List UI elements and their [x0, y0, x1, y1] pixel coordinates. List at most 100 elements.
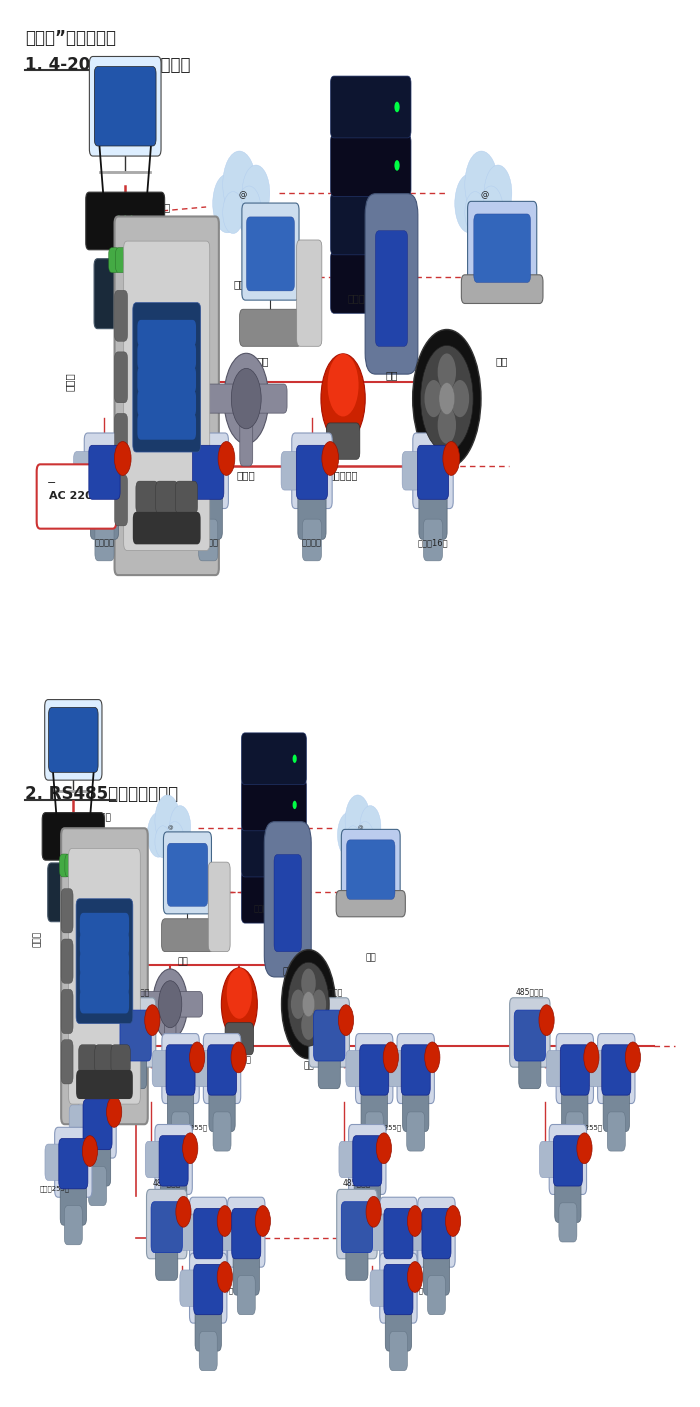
- FancyBboxPatch shape: [160, 1175, 187, 1223]
- FancyBboxPatch shape: [89, 445, 120, 499]
- Circle shape: [221, 968, 258, 1041]
- FancyBboxPatch shape: [131, 248, 142, 273]
- Text: ≈: ≈: [387, 274, 396, 284]
- FancyBboxPatch shape: [116, 248, 127, 273]
- FancyBboxPatch shape: [180, 1214, 197, 1251]
- FancyBboxPatch shape: [133, 512, 201, 545]
- FancyBboxPatch shape: [225, 1023, 253, 1055]
- FancyBboxPatch shape: [86, 193, 164, 250]
- FancyBboxPatch shape: [242, 203, 299, 300]
- Text: 转换器: 转换器: [143, 288, 161, 298]
- FancyBboxPatch shape: [337, 1189, 377, 1259]
- Text: 可连接255台: 可连接255台: [572, 1124, 602, 1131]
- FancyBboxPatch shape: [588, 1051, 605, 1086]
- Text: 安帕尔网络服务器: 安帕尔网络服务器: [254, 905, 294, 913]
- Circle shape: [377, 1133, 391, 1164]
- FancyBboxPatch shape: [342, 829, 400, 906]
- FancyBboxPatch shape: [146, 1189, 187, 1259]
- FancyBboxPatch shape: [115, 290, 127, 342]
- FancyBboxPatch shape: [314, 1010, 345, 1061]
- FancyBboxPatch shape: [318, 1047, 340, 1089]
- Circle shape: [288, 962, 329, 1047]
- FancyBboxPatch shape: [199, 1276, 217, 1314]
- FancyBboxPatch shape: [379, 1254, 417, 1323]
- Text: 声光报警器: 声光报警器: [328, 470, 358, 481]
- FancyBboxPatch shape: [61, 829, 148, 1124]
- Circle shape: [66, 832, 71, 840]
- FancyBboxPatch shape: [188, 433, 228, 508]
- Circle shape: [114, 442, 131, 476]
- FancyBboxPatch shape: [339, 1141, 356, 1178]
- FancyBboxPatch shape: [547, 1051, 563, 1086]
- Text: 互联网: 互联网: [233, 279, 252, 288]
- FancyBboxPatch shape: [213, 1112, 231, 1151]
- FancyBboxPatch shape: [45, 699, 102, 779]
- Text: @: @: [167, 826, 173, 830]
- FancyBboxPatch shape: [176, 481, 197, 514]
- FancyBboxPatch shape: [387, 1051, 404, 1086]
- FancyBboxPatch shape: [281, 452, 299, 490]
- Circle shape: [321, 353, 365, 443]
- Text: 电脑: 电脑: [177, 958, 188, 967]
- FancyBboxPatch shape: [61, 1040, 73, 1083]
- FancyBboxPatch shape: [162, 919, 214, 951]
- FancyBboxPatch shape: [241, 871, 307, 923]
- FancyBboxPatch shape: [330, 76, 411, 138]
- Circle shape: [539, 1005, 554, 1036]
- Circle shape: [394, 160, 400, 170]
- FancyBboxPatch shape: [401, 1045, 430, 1095]
- FancyBboxPatch shape: [417, 445, 449, 499]
- Text: 信号输出: 信号输出: [77, 1061, 95, 1071]
- Circle shape: [338, 1005, 354, 1036]
- Circle shape: [231, 369, 261, 429]
- FancyBboxPatch shape: [292, 433, 332, 508]
- FancyBboxPatch shape: [330, 193, 411, 255]
- FancyBboxPatch shape: [76, 899, 133, 1023]
- Text: +: +: [88, 477, 97, 487]
- Text: 信号输出: 信号输出: [198, 537, 218, 547]
- Circle shape: [129, 215, 134, 227]
- Text: 可连接255台: 可连接255台: [204, 1287, 234, 1294]
- Text: 可连接255台: 可连接255台: [178, 1124, 208, 1131]
- FancyBboxPatch shape: [407, 1112, 425, 1151]
- FancyBboxPatch shape: [384, 1209, 413, 1259]
- FancyBboxPatch shape: [241, 733, 307, 785]
- FancyBboxPatch shape: [48, 862, 99, 922]
- FancyBboxPatch shape: [207, 1045, 237, 1095]
- FancyBboxPatch shape: [83, 1099, 112, 1150]
- FancyBboxPatch shape: [77, 854, 88, 877]
- FancyBboxPatch shape: [199, 519, 218, 561]
- Circle shape: [328, 353, 358, 416]
- FancyBboxPatch shape: [358, 1203, 377, 1242]
- Circle shape: [439, 383, 455, 415]
- FancyBboxPatch shape: [80, 989, 129, 1013]
- Circle shape: [421, 346, 473, 452]
- FancyBboxPatch shape: [240, 391, 253, 466]
- Text: 信号输出: 信号输出: [302, 537, 322, 547]
- FancyBboxPatch shape: [61, 989, 73, 1034]
- FancyBboxPatch shape: [190, 1197, 227, 1268]
- Circle shape: [223, 191, 244, 234]
- FancyBboxPatch shape: [194, 1051, 210, 1086]
- FancyBboxPatch shape: [61, 938, 73, 983]
- Text: 485中继器: 485中继器: [315, 988, 344, 996]
- FancyBboxPatch shape: [241, 825, 307, 877]
- FancyBboxPatch shape: [124, 241, 210, 550]
- Circle shape: [169, 806, 190, 848]
- FancyBboxPatch shape: [461, 274, 543, 304]
- Text: @: @: [239, 190, 247, 198]
- Text: 可连接255台: 可连接255台: [393, 1287, 424, 1294]
- FancyBboxPatch shape: [151, 1202, 182, 1252]
- FancyBboxPatch shape: [146, 1141, 162, 1178]
- Text: 风机: 风机: [303, 1061, 314, 1071]
- FancyBboxPatch shape: [297, 241, 322, 346]
- Circle shape: [443, 442, 460, 476]
- FancyBboxPatch shape: [199, 1331, 217, 1370]
- Text: 485中继器: 485中继器: [121, 988, 150, 996]
- Text: ≈: ≈: [182, 868, 192, 881]
- FancyBboxPatch shape: [167, 843, 208, 906]
- FancyBboxPatch shape: [137, 343, 196, 370]
- Circle shape: [438, 353, 456, 391]
- Circle shape: [301, 968, 316, 998]
- FancyBboxPatch shape: [356, 1034, 393, 1103]
